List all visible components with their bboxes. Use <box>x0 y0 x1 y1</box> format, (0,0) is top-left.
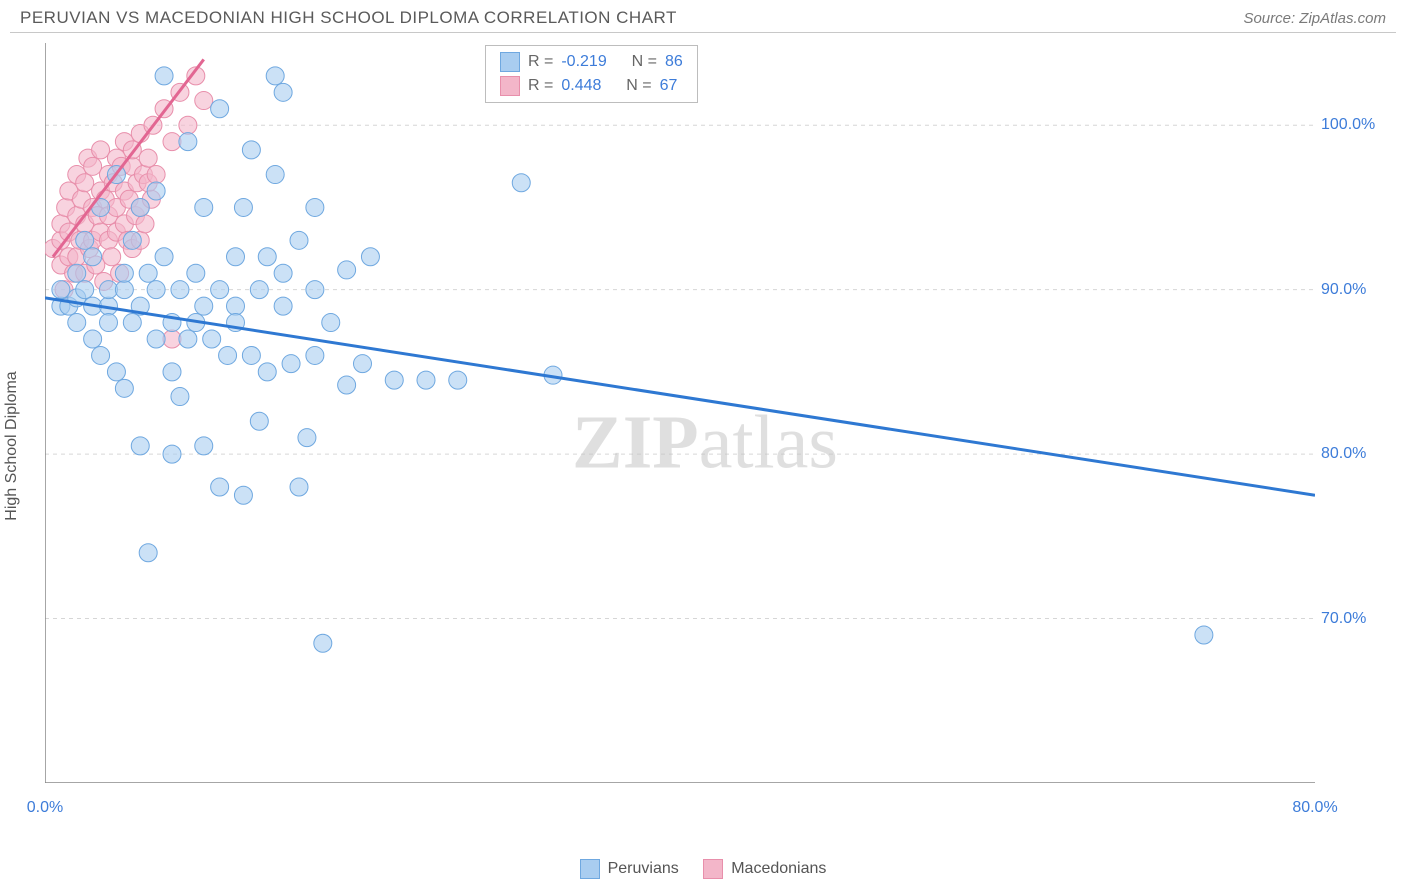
legend-row-macedonians: R = 0.448 N = 67 <box>500 74 683 98</box>
scatter-plot <box>45 43 1315 783</box>
legend-label-peruvians: Peruvians <box>608 860 679 878</box>
chart-area: ZIPatlas R = -0.219 N = 86 R = 0.448 N =… <box>45 43 1365 813</box>
legend-row-peruvians: R = -0.219 N = 86 <box>500 50 683 74</box>
r-value-macedonians: 0.448 <box>561 77 601 95</box>
r-value-peruvians: -0.219 <box>561 53 606 71</box>
header-divider <box>10 32 1396 33</box>
n-label: N = <box>626 77 651 95</box>
swatch-macedonians <box>500 76 520 96</box>
n-value-peruvians: 86 <box>665 53 683 71</box>
legend-item-peruvians: Peruvians <box>580 859 679 879</box>
swatch-macedonians <box>703 859 723 879</box>
swatch-peruvians <box>580 859 600 879</box>
source-attribution: Source: ZipAtlas.com <box>1243 10 1386 27</box>
y-axis-label: High School Diploma <box>3 371 21 520</box>
series-legend: Peruvians Macedonians <box>0 859 1406 884</box>
n-label: N = <box>632 53 657 71</box>
r-label: R = <box>528 77 553 95</box>
correlation-legend: R = -0.219 N = 86 R = 0.448 N = 67 <box>485 45 698 103</box>
chart-title: PERUVIAN VS MACEDONIAN HIGH SCHOOL DIPLO… <box>20 8 677 28</box>
n-value-macedonians: 67 <box>660 77 678 95</box>
swatch-peruvians <box>500 52 520 72</box>
r-label: R = <box>528 53 553 71</box>
legend-item-macedonians: Macedonians <box>703 859 826 879</box>
legend-label-macedonians: Macedonians <box>731 860 826 878</box>
